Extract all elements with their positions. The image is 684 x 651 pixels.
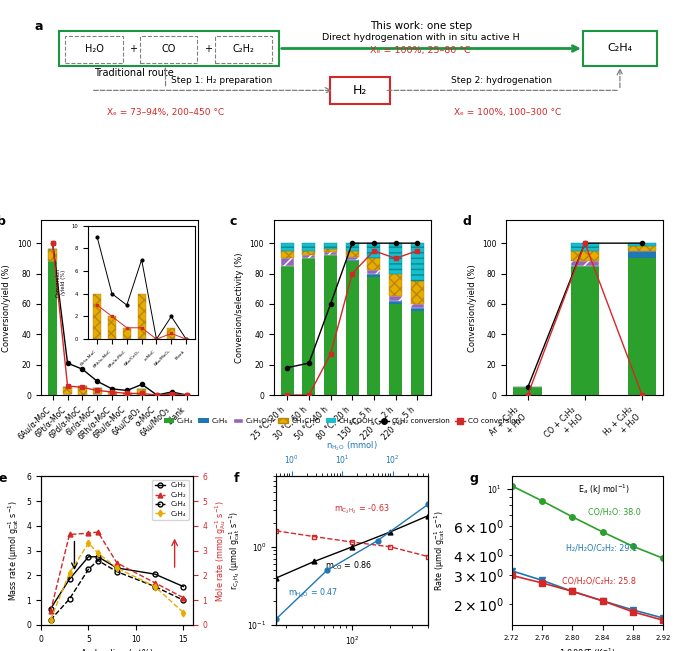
Text: +: + xyxy=(129,44,137,55)
Y-axis label: Conversion/selectivity (%): Conversion/selectivity (%) xyxy=(235,253,244,363)
Text: a: a xyxy=(35,20,43,33)
Bar xyxy=(168,393,176,395)
Bar xyxy=(302,251,315,255)
Bar xyxy=(346,260,358,262)
Y-axis label: Mole rate (mmol g$_{\mathrm{Au}}^{-1}$ s$^{-1}$): Mole rate (mmol g$_{\mathrm{Au}}^{-1}$ s… xyxy=(213,499,228,602)
Bar xyxy=(122,393,131,395)
Bar xyxy=(628,243,657,246)
Bar xyxy=(389,273,402,296)
Text: H₂: H₂ xyxy=(352,84,367,97)
Bar xyxy=(346,243,358,251)
Y-axis label: Conversion/yield (%): Conversion/yield (%) xyxy=(2,264,11,352)
Bar xyxy=(367,243,380,258)
Text: CO/H₂O: 38.0: CO/H₂O: 38.0 xyxy=(588,508,640,517)
Text: Traditional route: Traditional route xyxy=(94,68,174,78)
Text: H₂O: H₂O xyxy=(85,44,103,55)
Bar xyxy=(628,246,657,251)
FancyBboxPatch shape xyxy=(583,31,657,66)
Bar xyxy=(570,251,599,262)
Bar xyxy=(48,262,57,395)
Text: e: e xyxy=(0,472,7,485)
Bar xyxy=(367,273,380,277)
Y-axis label: r$_{\mathrm{C_2H_4}}$ (μmol g$_{\mathrm{cat}}^{-1}$ s$^{-1}$): r$_{\mathrm{C_2H_4}}$ (μmol g$_{\mathrm{… xyxy=(227,511,242,590)
Text: Xₑ = 100%, 25–80 °C: Xₑ = 100%, 25–80 °C xyxy=(371,46,471,55)
Bar xyxy=(346,251,358,257)
FancyBboxPatch shape xyxy=(330,77,390,104)
Bar xyxy=(570,243,599,251)
Bar xyxy=(137,389,146,395)
Text: CO: CO xyxy=(161,44,176,55)
Bar xyxy=(410,281,423,304)
Bar xyxy=(346,257,358,260)
Bar xyxy=(281,266,294,395)
Text: f: f xyxy=(234,472,239,485)
Bar xyxy=(324,255,337,395)
Bar xyxy=(367,277,380,395)
Text: m$_{\mathrm{CO}}$ = 0.86: m$_{\mathrm{CO}}$ = 0.86 xyxy=(325,559,372,572)
Text: c: c xyxy=(230,215,237,228)
FancyBboxPatch shape xyxy=(215,36,272,63)
Bar xyxy=(628,258,657,395)
FancyBboxPatch shape xyxy=(65,36,122,63)
Bar xyxy=(514,387,542,395)
Bar xyxy=(346,262,358,395)
Bar xyxy=(570,262,599,266)
Text: d: d xyxy=(462,215,471,228)
Text: H₂/H₂O/C₂H₂: 29.1: H₂/H₂O/C₂H₂: 29.1 xyxy=(566,544,637,553)
Bar xyxy=(410,309,423,311)
Bar xyxy=(628,251,657,258)
Bar xyxy=(389,296,402,301)
Bar xyxy=(107,392,117,395)
Bar xyxy=(78,386,87,395)
Y-axis label: Conversion/yield (%): Conversion/yield (%) xyxy=(468,264,477,352)
Bar xyxy=(48,249,57,262)
Bar xyxy=(367,258,380,271)
Text: CO/H₂O/C₂H₂: 25.8: CO/H₂O/C₂H₂: 25.8 xyxy=(562,576,635,585)
Text: Direct hydrogenation with in situ active H: Direct hydrogenation with in situ active… xyxy=(322,33,520,42)
Bar xyxy=(93,388,102,395)
Bar xyxy=(281,243,294,251)
Bar xyxy=(302,258,315,395)
Bar xyxy=(324,249,337,253)
Bar xyxy=(389,243,402,273)
Text: b: b xyxy=(0,215,6,228)
Text: m$_{\mathrm{C_2H_2}}$ = -0.63: m$_{\mathrm{C_2H_2}}$ = -0.63 xyxy=(334,503,390,516)
Bar xyxy=(367,271,380,273)
Bar xyxy=(281,258,294,266)
FancyBboxPatch shape xyxy=(140,36,197,63)
Bar xyxy=(410,311,423,395)
Bar xyxy=(410,304,423,309)
Text: E$_a$ (kJ mol$^{-1}$): E$_a$ (kJ mol$^{-1}$) xyxy=(579,482,631,497)
Text: Xₑ = 73–94%, 200–450 °C: Xₑ = 73–94%, 200–450 °C xyxy=(107,108,224,117)
Text: +: + xyxy=(204,44,212,55)
Text: Step 1: H₂ preparation: Step 1: H₂ preparation xyxy=(171,76,272,85)
Text: m$_{\mathrm{H_2O}}$ = 0.47: m$_{\mathrm{H_2O}}$ = 0.47 xyxy=(289,586,339,600)
Bar xyxy=(281,251,294,258)
X-axis label: n$_{\mathrm{H_2O}}$ (mmol): n$_{\mathrm{H_2O}}$ (mmol) xyxy=(326,439,378,453)
Bar xyxy=(324,243,337,249)
Y-axis label: Rate (μmol g$_{\mathrm{cat}}^{-1}$ s$^{-1}$): Rate (μmol g$_{\mathrm{cat}}^{-1}$ s$^{-… xyxy=(432,510,447,591)
Text: C₂H₂: C₂H₂ xyxy=(233,44,254,55)
Bar xyxy=(570,266,599,395)
Bar xyxy=(389,304,402,395)
X-axis label: Au loading (wt%): Au loading (wt%) xyxy=(81,649,153,651)
Bar xyxy=(302,243,315,251)
Text: C₂H₄: C₂H₄ xyxy=(607,44,633,53)
Text: This work: one step: This work: one step xyxy=(369,21,472,31)
Y-axis label: Mass rate (μmol g$_{\mathrm{cat}}^{-1}$ s$^{-1}$): Mass rate (μmol g$_{\mathrm{cat}}^{-1}$ … xyxy=(6,500,21,601)
Text: Xₑ = 100%, 100–300 °C: Xₑ = 100%, 100–300 °C xyxy=(454,108,562,117)
Legend: C₂H₄, C₂H₆, C₂H₅OH, CH₃CHO, CH₃COOH, C₂H₂ conversion, CO conversion: C₂H₄, C₂H₆, C₂H₅OH, CH₃CHO, CH₃COOH, C₂H… xyxy=(161,415,523,427)
Bar xyxy=(302,255,315,258)
X-axis label: 1,000/T (K$^{-1}$): 1,000/T (K$^{-1}$) xyxy=(559,646,616,651)
Text: g: g xyxy=(469,472,478,485)
Text: Step 2: hydrogenation: Step 2: hydrogenation xyxy=(451,76,552,85)
Legend: C₂H₂, C₂H₂, C₂H₄, C₂H₄: C₂H₂, C₂H₂, C₂H₄, C₂H₄ xyxy=(152,480,189,519)
Bar xyxy=(63,387,72,395)
Bar xyxy=(410,243,423,281)
Bar xyxy=(389,301,402,304)
Bar xyxy=(324,253,337,255)
